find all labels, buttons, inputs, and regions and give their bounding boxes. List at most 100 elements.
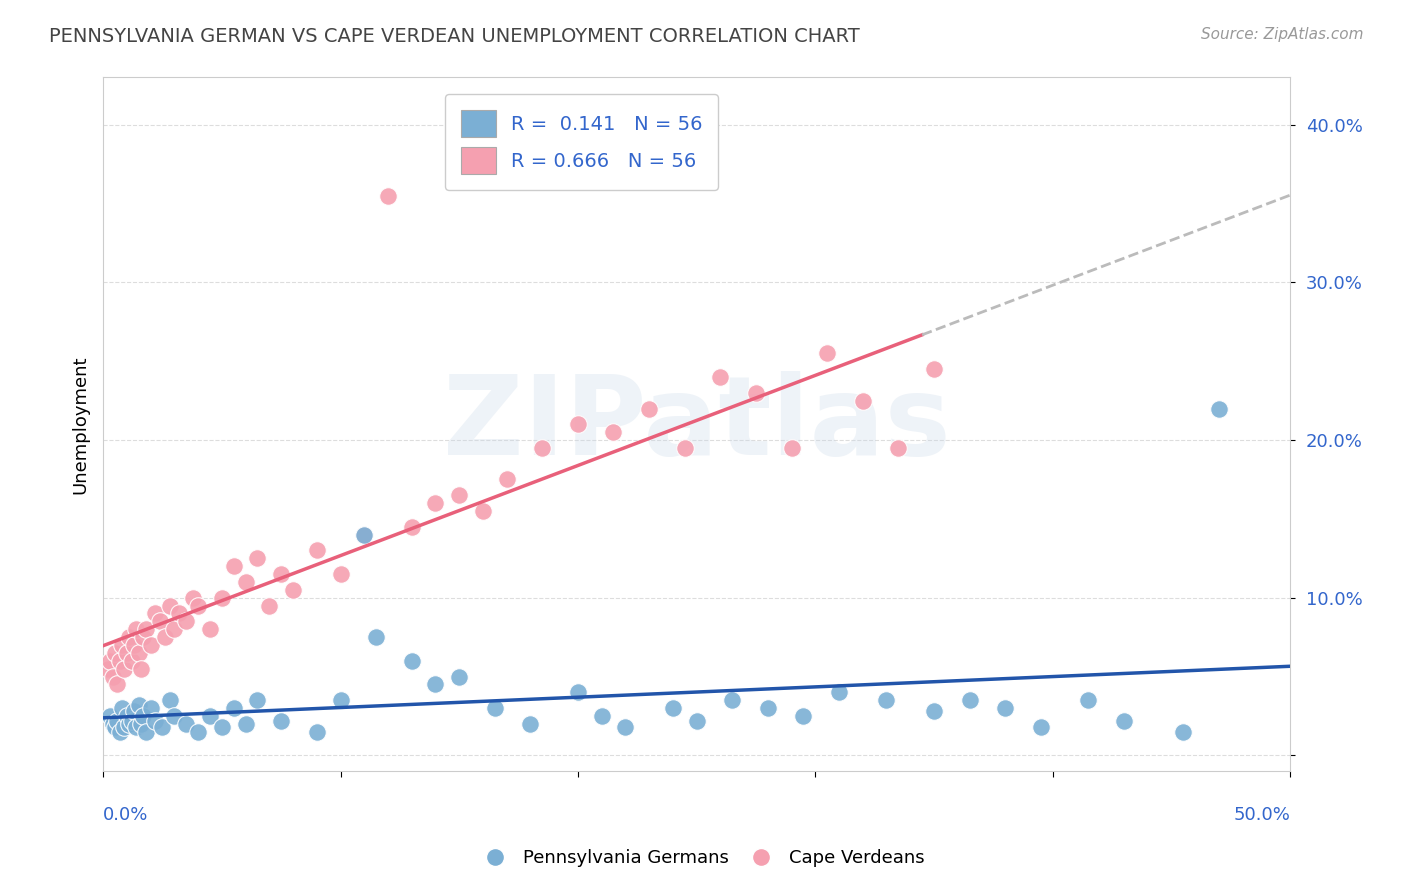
Point	[745, 385, 768, 400]
Point	[449, 488, 471, 502]
Point	[115, 646, 138, 660]
Text: PENNSYLVANIA GERMAN VS CAPE VERDEAN UNEMPLOYMENT CORRELATION CHART: PENNSYLVANIA GERMAN VS CAPE VERDEAN UNEM…	[49, 27, 860, 45]
Point	[780, 441, 803, 455]
Legend: Pennsylvania Germans, Cape Verdeans: Pennsylvania Germans, Cape Verdeans	[474, 842, 932, 874]
Point	[139, 701, 162, 715]
Point	[135, 724, 157, 739]
Point	[602, 425, 624, 439]
Text: 50.0%: 50.0%	[1233, 805, 1291, 824]
Point	[118, 630, 141, 644]
Point	[183, 591, 205, 605]
Point	[305, 724, 328, 739]
Point	[425, 496, 447, 510]
Point	[98, 709, 121, 723]
Point	[792, 709, 814, 723]
Point	[105, 677, 128, 691]
Point	[97, 662, 120, 676]
Point	[484, 701, 506, 715]
Point	[114, 720, 136, 734]
Point	[125, 622, 148, 636]
Point	[638, 401, 661, 416]
Point	[685, 714, 707, 728]
Point	[815, 346, 838, 360]
Text: 0.0%: 0.0%	[103, 805, 149, 824]
Point	[104, 720, 127, 734]
Point	[111, 701, 134, 715]
Point	[174, 615, 197, 629]
Point	[922, 362, 945, 376]
Point	[163, 622, 186, 636]
Point	[222, 559, 245, 574]
Point	[121, 654, 143, 668]
Point	[1173, 724, 1195, 739]
Point	[959, 693, 981, 707]
Point	[591, 709, 613, 723]
Point	[104, 646, 127, 660]
Point	[721, 693, 744, 707]
Point	[852, 393, 875, 408]
Point	[305, 543, 328, 558]
Point	[401, 520, 423, 534]
Point	[114, 662, 136, 676]
Point	[122, 638, 145, 652]
Point	[673, 441, 696, 455]
Point	[471, 504, 494, 518]
Point	[211, 591, 233, 605]
Point	[135, 622, 157, 636]
Point	[876, 693, 898, 707]
Point	[101, 669, 124, 683]
Point	[449, 669, 471, 683]
Point	[495, 473, 517, 487]
Point	[1077, 693, 1099, 707]
Point	[98, 654, 121, 668]
Point	[149, 615, 172, 629]
Point	[111, 638, 134, 652]
Point	[167, 607, 190, 621]
Point	[122, 704, 145, 718]
Point	[531, 441, 554, 455]
Point	[101, 716, 124, 731]
Point	[128, 646, 150, 660]
Point	[246, 551, 269, 566]
Point	[198, 709, 221, 723]
Point	[709, 370, 731, 384]
Point	[108, 654, 131, 668]
Point	[662, 701, 685, 715]
Point	[125, 720, 148, 734]
Point	[163, 709, 186, 723]
Point	[270, 567, 292, 582]
Point	[353, 527, 375, 541]
Point	[143, 714, 166, 728]
Point	[614, 720, 637, 734]
Text: ZIPatlas: ZIPatlas	[443, 371, 950, 478]
Point	[128, 698, 150, 712]
Point	[198, 622, 221, 636]
Point	[567, 417, 589, 432]
Point	[366, 630, 388, 644]
Point	[129, 662, 152, 676]
Point	[222, 701, 245, 715]
Point	[329, 693, 352, 707]
Point	[105, 714, 128, 728]
Point	[519, 716, 541, 731]
Point	[235, 716, 257, 731]
Point	[187, 599, 209, 613]
Point	[187, 724, 209, 739]
Point	[129, 716, 152, 731]
Point	[377, 188, 399, 202]
Y-axis label: Unemployment: Unemployment	[72, 355, 89, 493]
Point	[828, 685, 851, 699]
Point	[143, 607, 166, 621]
Point	[567, 685, 589, 699]
Point	[132, 709, 155, 723]
Point	[270, 714, 292, 728]
Point	[259, 599, 281, 613]
Point	[139, 638, 162, 652]
Point	[246, 693, 269, 707]
Point	[211, 720, 233, 734]
Point	[159, 599, 181, 613]
Point	[159, 693, 181, 707]
Point	[174, 716, 197, 731]
Point	[353, 527, 375, 541]
Point	[121, 714, 143, 728]
